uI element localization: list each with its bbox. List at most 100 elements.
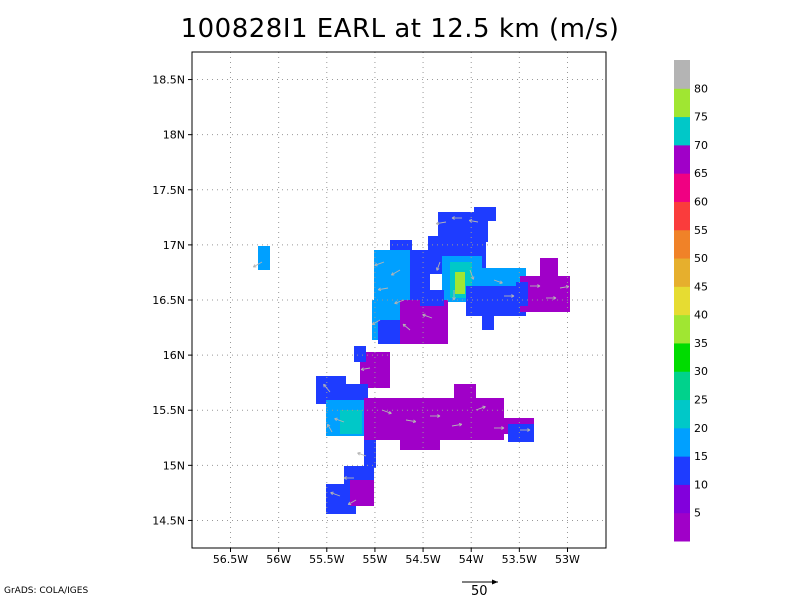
speed-cell [353, 384, 362, 393]
speed-cell [344, 393, 353, 402]
speed-cell [464, 290, 465, 294]
speed-cell [475, 286, 484, 295]
y-tick-label: 17.5N [152, 184, 185, 197]
speed-cell [382, 425, 391, 434]
speed-cell [392, 313, 401, 320]
speed-cell [437, 245, 446, 254]
colorbar-swatch [674, 456, 690, 485]
speed-cell [410, 268, 419, 277]
speed-cell [472, 398, 481, 407]
speed-cell [482, 277, 491, 286]
speed-cell [371, 466, 374, 475]
colorbar-label: 40 [694, 309, 708, 322]
speed-cell [450, 271, 459, 280]
speed-cell [499, 407, 504, 416]
wind-vector [374, 261, 385, 267]
speed-cell [369, 361, 378, 370]
speed-cell [481, 407, 490, 416]
speed-cell [391, 434, 400, 440]
wind-vector [469, 269, 475, 280]
speed-cell [400, 327, 409, 336]
speed-cell [529, 285, 538, 294]
speed-cell [419, 250, 428, 259]
colorbar-swatch [674, 173, 690, 202]
speed-cell [372, 336, 381, 340]
speed-cell [325, 376, 334, 385]
speed-cell [490, 434, 499, 440]
speed-cell [344, 466, 353, 475]
speed-cell [436, 416, 445, 425]
speed-cell [529, 294, 538, 303]
speed-cell [438, 212, 447, 221]
speed-cell [428, 259, 430, 268]
speed-cell [445, 300, 448, 309]
speed-cell [481, 425, 490, 434]
y-tick-label: 16.5N [152, 294, 185, 307]
speed-cell [316, 394, 325, 403]
colorbar-swatch [674, 512, 690, 542]
speed-cell [491, 319, 494, 328]
speed-cell [401, 268, 410, 277]
speed-cell [455, 245, 464, 254]
speed-cell [344, 400, 353, 409]
speed-cell [511, 304, 520, 313]
speed-cell [464, 272, 465, 281]
colorbar-label: 10 [694, 478, 708, 491]
speed-cell [442, 265, 451, 274]
speed-cell [509, 418, 518, 427]
speed-cell [383, 250, 392, 259]
speed-cell [502, 295, 511, 304]
speed-cell [547, 285, 556, 294]
speed-cell [463, 425, 472, 434]
speed-cell [481, 416, 490, 425]
speed-cell [455, 281, 464, 290]
speed-cell [518, 418, 527, 427]
wind-vector [323, 383, 331, 393]
speed-cell [475, 295, 484, 304]
speed-cell [373, 416, 382, 425]
speed-cell [392, 259, 401, 268]
speed-cell [456, 212, 465, 221]
speed-cell [483, 230, 488, 239]
speed-cell [459, 262, 468, 271]
speed-cell [491, 328, 494, 330]
speed-cell [526, 424, 534, 433]
wind-vector [494, 426, 505, 430]
speed-cell [400, 318, 409, 327]
speed-cell [482, 263, 486, 272]
speed-cell [350, 480, 359, 489]
speed-cell [373, 398, 382, 407]
speed-cell [400, 445, 409, 450]
speed-cell [392, 304, 401, 313]
speed-cell [360, 379, 369, 388]
speed-cell [445, 425, 454, 434]
speed-cell [454, 425, 463, 434]
speed-cell [400, 407, 409, 416]
y-axis-ticks: 18.5N 18N 17.5N 17N 16.5N 16N 15.5N 15N 14.5N [152, 74, 192, 527]
speed-cell [381, 300, 390, 309]
speed-cell [383, 286, 392, 295]
speed-cell [483, 216, 492, 221]
speed-cell [362, 384, 368, 393]
speed-cell [456, 221, 465, 230]
speed-cell [484, 304, 493, 313]
speed-cell [258, 246, 267, 255]
speed-cell [387, 338, 396, 344]
speed-cell [482, 245, 486, 254]
speed-cell [410, 286, 419, 295]
speed-cell [483, 221, 488, 230]
speed-cell [454, 393, 463, 400]
speed-cell [472, 434, 481, 440]
colorbar-swatch [674, 116, 690, 146]
speed-cell [482, 328, 491, 330]
speed-cell [353, 393, 362, 402]
wind-vector [520, 428, 531, 432]
wind-vector [360, 367, 371, 371]
speed-cell [409, 318, 418, 327]
speed-cell [400, 416, 409, 425]
wind-vector [390, 269, 401, 276]
speed-cell [525, 300, 528, 306]
speed-cell [399, 240, 408, 249]
speed-cell [368, 489, 374, 498]
speed-cell [482, 310, 491, 319]
